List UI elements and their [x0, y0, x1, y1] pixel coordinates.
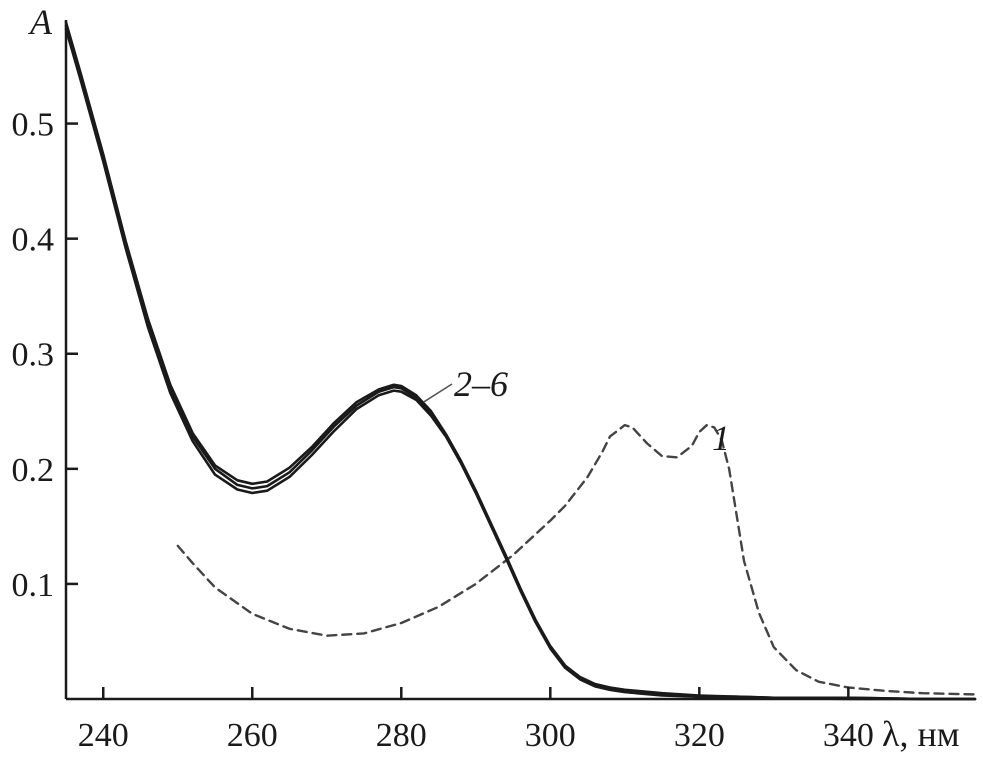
y-axis-label: A: [28, 2, 53, 42]
y-tick-label: 0.1: [12, 567, 55, 604]
labels-layer: A λ, нм 2–6 1: [28, 2, 960, 754]
x-tick-label: 260: [227, 717, 278, 754]
x-tick-label: 300: [525, 717, 576, 754]
y-tick-label: 0.4: [12, 222, 55, 259]
series-solid-line-1: [64, 24, 977, 701]
curve-label-1: 1: [712, 418, 730, 458]
ticks-layer: 240 260 280 300 320 340 0.1 0.2 0.3 0.4 0.5: [12, 107, 874, 754]
y-tick-label: 0.2: [12, 452, 55, 489]
curve-label-2-6: 2–6: [454, 364, 508, 404]
x-tick-label: 240: [78, 717, 129, 754]
series-layer: [64, 21, 977, 701]
y-tick-label: 0.3: [12, 337, 55, 374]
series-solid-line-3: [64, 21, 977, 701]
x-tick-label: 280: [376, 717, 427, 754]
series-1-dashed-line: [176, 423, 977, 696]
curve-label-2-6-leader: [423, 383, 453, 403]
x-axis-label: λ, нм: [882, 714, 960, 754]
y-tick-label: 0.5: [12, 107, 55, 144]
x-tick-label: 320: [674, 717, 725, 754]
series-solid-line-2: [64, 27, 977, 701]
x-tick-label: 340: [823, 717, 874, 754]
